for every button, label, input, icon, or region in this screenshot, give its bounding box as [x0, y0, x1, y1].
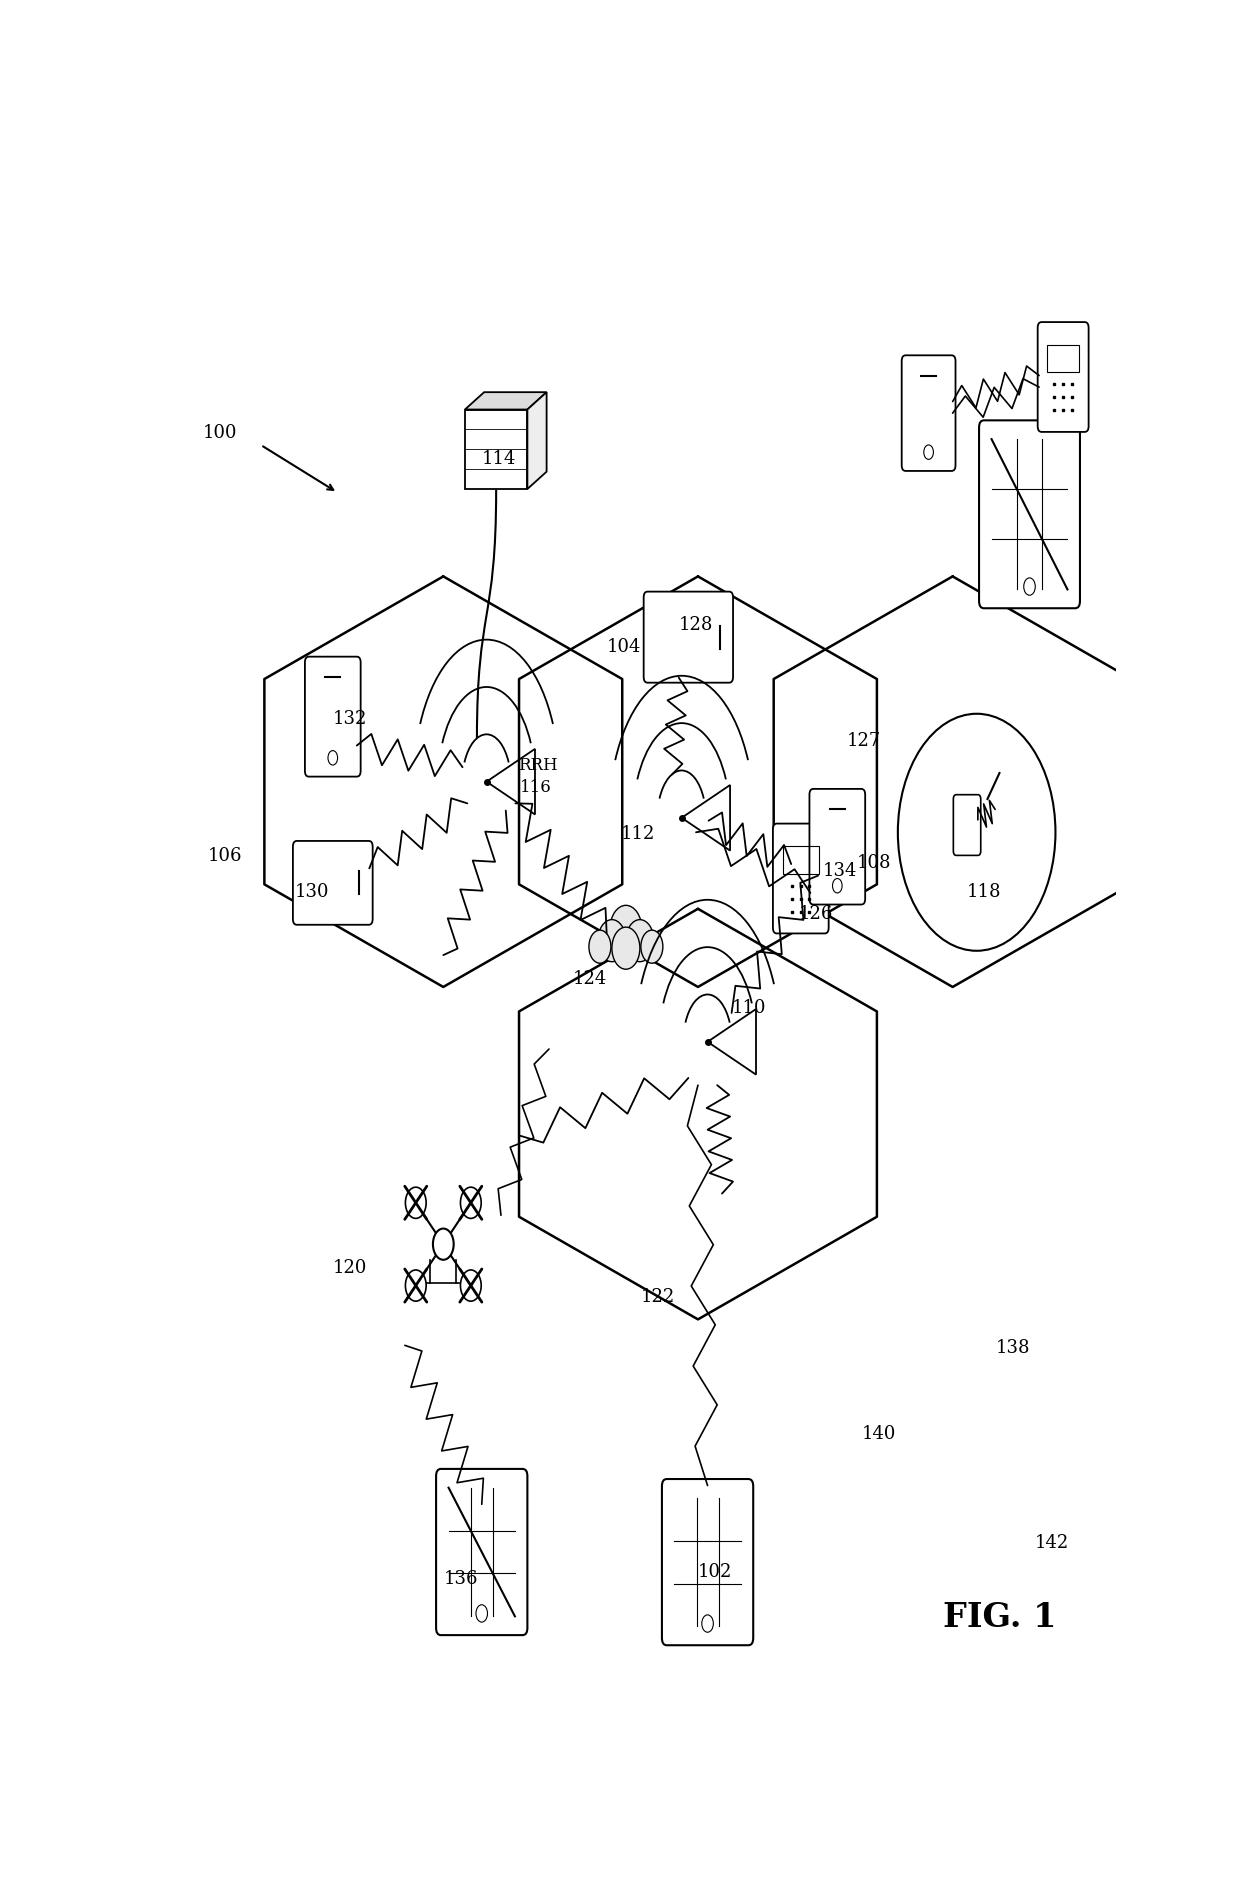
Text: 130: 130 [294, 884, 329, 901]
FancyBboxPatch shape [773, 824, 828, 933]
Circle shape [598, 920, 626, 961]
FancyBboxPatch shape [810, 788, 866, 905]
Text: 136: 136 [444, 1569, 477, 1588]
FancyBboxPatch shape [980, 420, 1080, 608]
Text: 112: 112 [621, 826, 656, 843]
Text: 140: 140 [862, 1425, 895, 1443]
Text: RRH: RRH [518, 756, 558, 773]
Text: 134: 134 [823, 862, 857, 880]
Text: 142: 142 [1034, 1534, 1069, 1552]
Text: 128: 128 [678, 616, 713, 634]
Text: 122: 122 [640, 1288, 675, 1306]
Circle shape [405, 1186, 427, 1218]
Circle shape [460, 1271, 481, 1301]
Bar [1048, 345, 1079, 372]
FancyBboxPatch shape [644, 591, 733, 683]
FancyBboxPatch shape [954, 794, 981, 856]
Text: 102: 102 [698, 1562, 733, 1580]
Text: 100: 100 [203, 424, 238, 441]
Text: 124: 124 [573, 970, 608, 987]
Circle shape [641, 931, 663, 963]
FancyBboxPatch shape [305, 657, 361, 777]
Polygon shape [465, 392, 547, 409]
Text: 126: 126 [799, 905, 833, 923]
Text: 110: 110 [732, 999, 766, 1017]
Circle shape [460, 1186, 481, 1218]
Text: 118: 118 [967, 884, 1002, 901]
Text: 127: 127 [847, 732, 882, 749]
Circle shape [626, 920, 653, 961]
Text: 132: 132 [332, 710, 367, 728]
FancyBboxPatch shape [436, 1470, 527, 1635]
Bar [782, 847, 820, 873]
Text: FIG. 1: FIG. 1 [942, 1601, 1056, 1635]
Text: 138: 138 [996, 1338, 1030, 1357]
Circle shape [610, 905, 642, 954]
FancyBboxPatch shape [1038, 323, 1089, 432]
FancyBboxPatch shape [662, 1479, 753, 1646]
Text: 120: 120 [332, 1259, 367, 1276]
Polygon shape [527, 392, 547, 490]
Circle shape [611, 927, 640, 969]
Text: 104: 104 [606, 638, 641, 655]
Polygon shape [465, 409, 527, 490]
FancyBboxPatch shape [901, 355, 956, 471]
Circle shape [405, 1271, 427, 1301]
Text: 106: 106 [208, 847, 242, 865]
Circle shape [589, 931, 611, 963]
Text: 114: 114 [481, 450, 516, 467]
Circle shape [433, 1229, 454, 1259]
FancyBboxPatch shape [293, 841, 373, 925]
Text: 116: 116 [521, 779, 552, 796]
Text: 108: 108 [857, 854, 892, 873]
